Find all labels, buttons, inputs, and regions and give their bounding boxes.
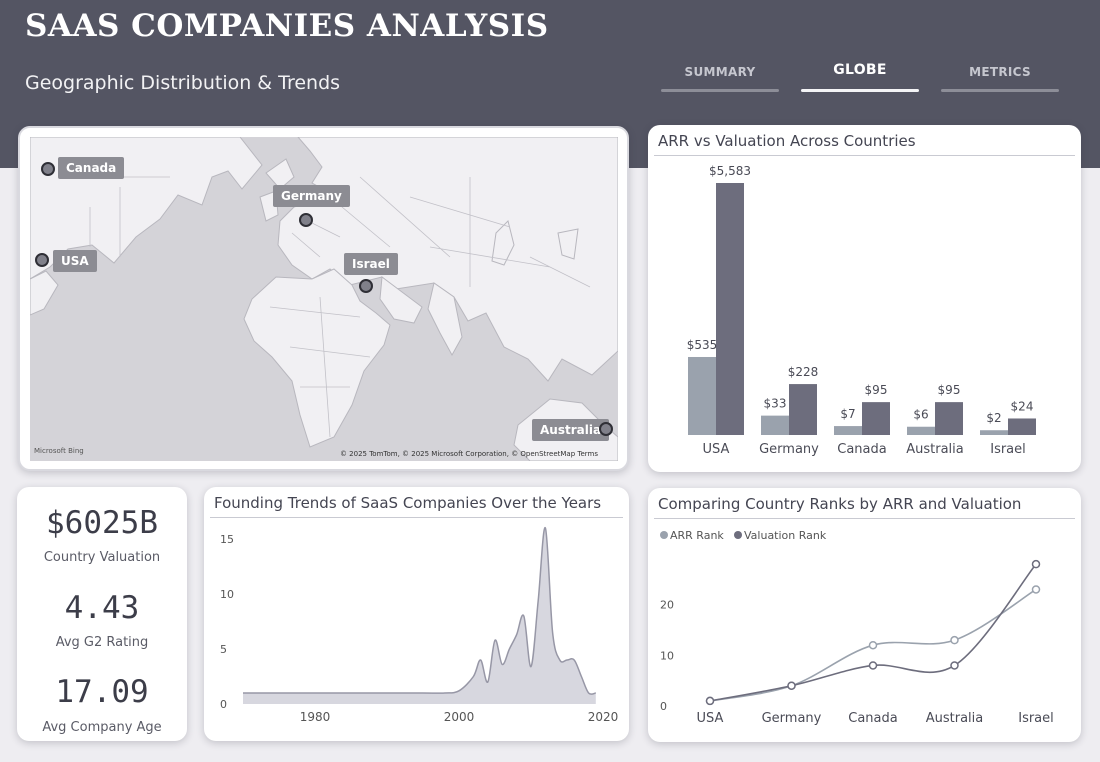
tab-summary[interactable]: SUMMARY [661, 60, 779, 92]
kpi-company-age-label: Avg Company Age [42, 720, 162, 735]
valuation-data-label: $228 [788, 365, 819, 379]
valuation-data-label: $24 [1011, 399, 1034, 413]
x-tick-label: 2000 [444, 710, 475, 724]
arr-bar [688, 356, 716, 435]
kpi-company-age-value: 17.09 [55, 674, 149, 710]
valuation-rank-point [868, 661, 878, 670]
map-label-australia: Australia [532, 419, 610, 441]
tab-globe-label: GLOBE [833, 62, 887, 78]
tab-metrics[interactable]: METRICS [941, 60, 1059, 92]
map-marker-canada[interactable] [41, 162, 55, 176]
x-tick-label: 2020 [588, 710, 619, 724]
map-label-canada: Canada [58, 157, 125, 179]
valuation-rank-point [950, 661, 959, 670]
tab-metrics-label: METRICS [969, 65, 1031, 79]
valuation-bar [716, 183, 744, 435]
page-subtitle: Geographic Distribution & Trends [25, 72, 341, 94]
y-tick-label: 10 [220, 588, 234, 601]
y-tick-label: 10 [660, 649, 674, 662]
trend-line [243, 527, 596, 695]
arr-valuation-card: ARR vs Valuation Across Countries $535 $5… [648, 125, 1081, 472]
tab-globe[interactable]: GLOBE [801, 60, 919, 92]
arr-rank-point [868, 640, 878, 650]
map-label-israel: Israel [344, 253, 398, 275]
world-map[interactable]: Canada Germany USA Israel Australia Micr… [30, 137, 618, 461]
arr-bar [907, 426, 935, 435]
page-title: SAAS COMPANIES ANALYSIS [25, 8, 549, 44]
arr-valuation-chart: $535 $5,583 USA $33 $228 Germany $7 $95 Canada $6… [687, 164, 1036, 457]
arr-data-label: $535 [687, 338, 718, 352]
rank-comparison-title: Comparing Country Ranks by ARR and Valua… [658, 495, 1022, 513]
founding-trends-divider [210, 517, 623, 518]
map-label-germany: Germany [273, 185, 350, 207]
x-tick-label: USA [697, 711, 724, 726]
legend-label: ARR Rank [670, 529, 724, 542]
rank-comparison-chart: ARR Rank Valuation Rank 0 10 20 USA Germany Can… [660, 529, 1054, 726]
arr-rank-point [950, 635, 959, 645]
kpi-g2-rating-label: Avg G2 Rating [55, 635, 149, 650]
tab-summary-underline [661, 89, 779, 92]
rank-comparison-divider [654, 518, 1075, 519]
valuation-rank-point [787, 681, 796, 690]
map-marker-australia[interactable] [599, 422, 613, 436]
arr-data-label: $2 [986, 411, 1001, 425]
x-tick-label: Germany [759, 442, 819, 457]
valuation-bar [862, 402, 890, 435]
valuation-data-label: $95 [865, 383, 888, 397]
x-tick-label: USA [703, 442, 730, 457]
y-tick-label: 20 [660, 599, 674, 612]
valuation-bar [1008, 418, 1036, 435]
x-tick-label: Israel [990, 442, 1026, 457]
map-marker-usa[interactable] [35, 253, 49, 267]
valuation-rank-point [1031, 559, 1041, 569]
map-copyright: © 2025 TomTom, © 2025 Microsoft Corporat… [339, 450, 598, 458]
trend-area [243, 527, 596, 704]
valuation-rank-line [709, 563, 1037, 702]
y-tick-label: 15 [220, 533, 234, 546]
valuation-bar [789, 384, 817, 435]
y-tick-label: 0 [220, 698, 227, 711]
map-label-usa: USA [53, 250, 97, 272]
map-marker-israel[interactable] [359, 279, 373, 293]
arr-data-label: $33 [764, 397, 787, 411]
kpi-valuation-value: $6025B [46, 505, 158, 541]
legend-label: Valuation Rank [744, 529, 827, 542]
arr-valuation-divider [654, 155, 1075, 156]
y-tick-label: 0 [660, 700, 667, 713]
arr-bar [761, 415, 789, 435]
arr-bar [980, 430, 1008, 435]
founding-trends-title: Founding Trends of SaaS Companies Over t… [214, 494, 602, 512]
rank-comparison-card: Comparing Country Ranks by ARR and Valua… [648, 488, 1081, 742]
arr-valuation-title: ARR vs Valuation Across Countries [658, 132, 916, 150]
bing-logo: Microsoft Bing [34, 447, 84, 455]
valuation-data-label: $5,583 [709, 164, 751, 178]
valuation-bar [935, 402, 963, 435]
kpi-card: $6025B Country Valuation 4.43 Avg G2 Rat… [17, 487, 187, 741]
x-tick-label: Australia [926, 711, 984, 726]
arr-data-label: $7 [840, 407, 855, 421]
x-tick-label: 1980 [300, 710, 331, 724]
kpi-g2-rating-value: 4.43 [64, 590, 140, 626]
x-tick-label: Canada [837, 442, 886, 457]
x-tick-label: Israel [1018, 711, 1054, 726]
legend-marker [660, 531, 668, 539]
legend-marker [734, 531, 742, 539]
tab-summary-label: SUMMARY [684, 65, 756, 79]
x-tick-label: Australia [906, 442, 964, 457]
valuation-data-label: $95 [938, 383, 961, 397]
tab-globe-underline [801, 89, 919, 92]
kpi-valuation-label: Country Valuation [43, 550, 161, 565]
x-tick-label: Germany [762, 711, 822, 726]
founding-trends-chart: 0 5 10 15 1980 2000 2020 [220, 527, 619, 724]
map-card: Canada Germany USA Israel Australia Micr… [18, 126, 629, 471]
founding-trends-card: Founding Trends of SaaS Companies Over t… [204, 487, 629, 741]
map-marker-germany[interactable] [299, 213, 313, 227]
tab-metrics-underline [941, 89, 1059, 92]
arr-data-label: $6 [913, 408, 928, 422]
y-tick-label: 5 [220, 643, 227, 656]
valuation-rank-point [705, 696, 715, 706]
arr-bar [834, 426, 862, 435]
arr-rank-point [1031, 585, 1041, 594]
x-tick-label: Canada [848, 711, 897, 726]
